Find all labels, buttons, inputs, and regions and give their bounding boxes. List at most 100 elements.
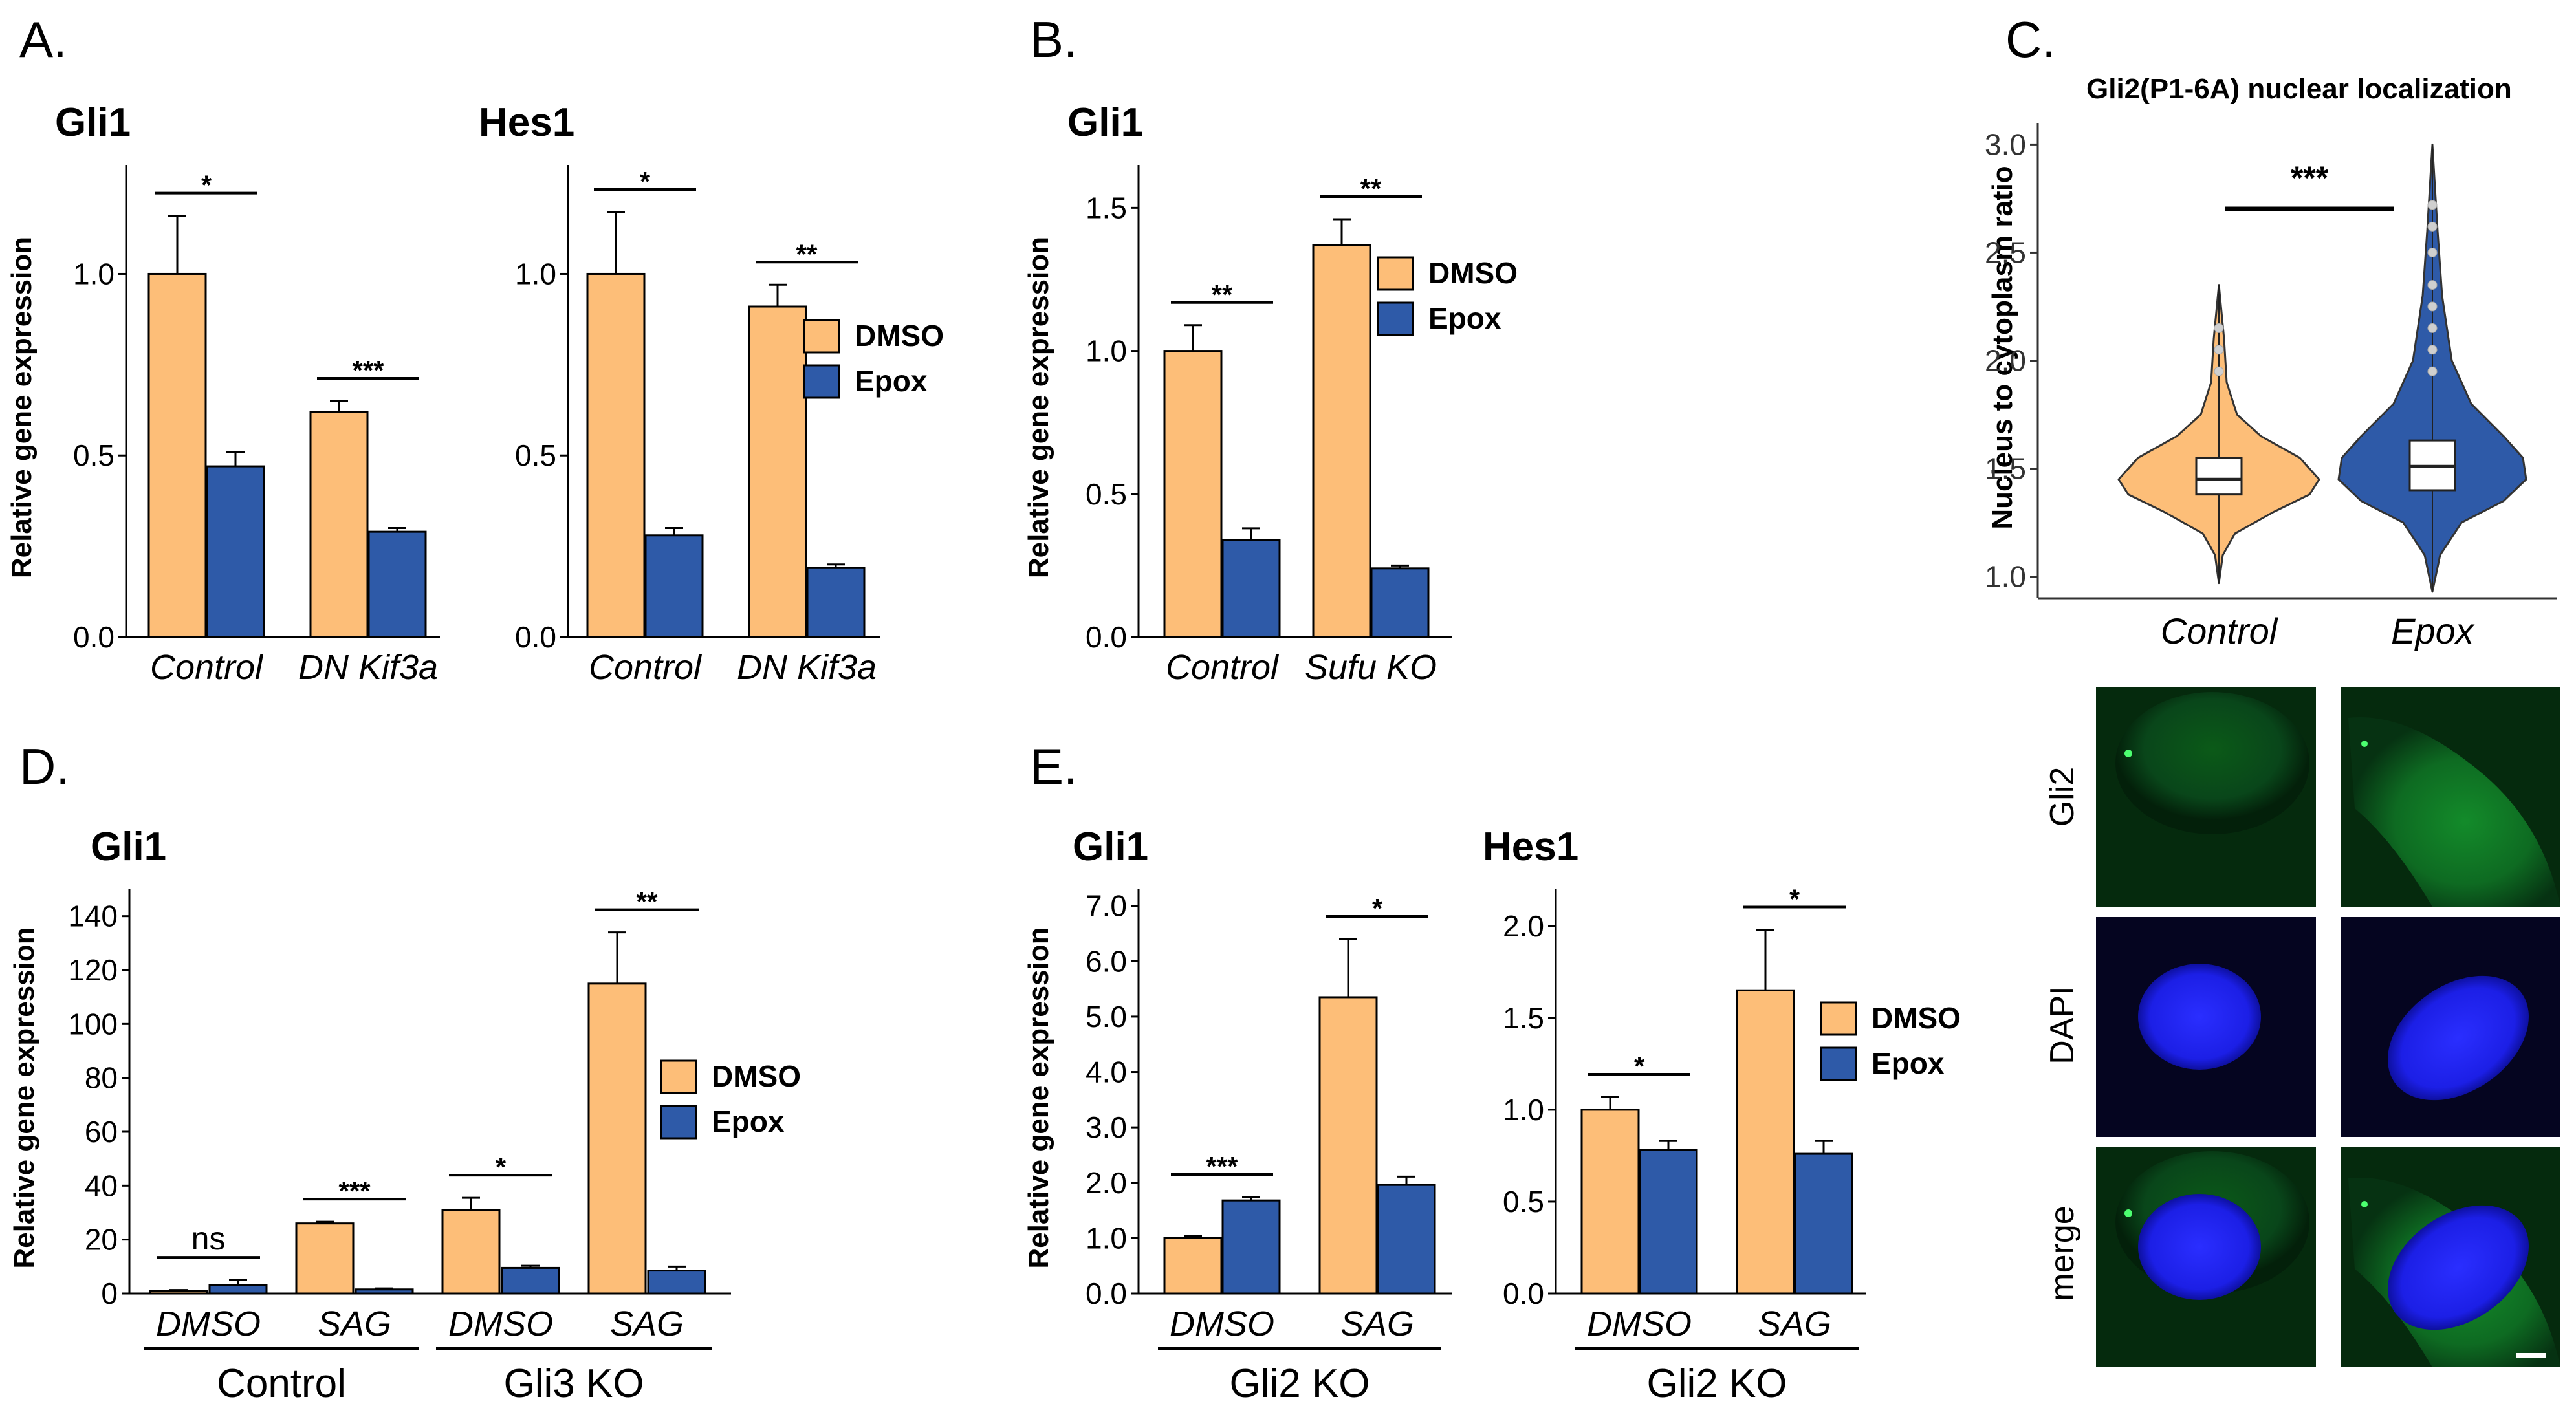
outlier-point	[2214, 366, 2224, 376]
legend-label-dmso: DMSO	[855, 319, 944, 352]
bar-dmso	[149, 1290, 208, 1295]
chart-c-violin: Gli2(P1-6A) nuclear localization Nucleus …	[1985, 73, 2557, 651]
y-tick-label: 3.0	[1086, 1110, 1127, 1144]
group-label: Gli3 KO	[503, 1361, 644, 1406]
bar-epox	[355, 1288, 414, 1295]
legend-swatch-dmso	[660, 1059, 697, 1094]
chart-title: Hes1	[1483, 825, 1578, 869]
micrograph-gli2-control	[2096, 687, 2316, 907]
y-tick-label: 2.5	[1985, 235, 2026, 269]
y-tick-label: 1.0	[1086, 1221, 1127, 1255]
micrograph-row-label-dapi: DAPI	[2044, 986, 2081, 1064]
significance-label: *	[201, 170, 212, 200]
bar-epox	[367, 530, 427, 638]
significance-label: *	[1372, 893, 1383, 924]
legend-label-epox: Epox	[1428, 301, 1501, 335]
x-tick-label: DN Kif3a	[737, 648, 877, 687]
y-tick-label: 0.0	[1086, 1277, 1127, 1310]
outlier-point	[2427, 323, 2438, 333]
x-tick-label: SAG	[1340, 1304, 1414, 1343]
legend-swatch-dmso	[1377, 256, 1414, 291]
bar-epox	[647, 1270, 706, 1295]
bar-dmso	[309, 411, 369, 638]
outlier-point	[2214, 323, 2224, 333]
chart-title: Gli1	[1073, 825, 1148, 869]
outlier-point	[2427, 247, 2438, 257]
y-tick-label: 140	[68, 900, 118, 933]
y-axis-label: Relative gene expression	[1023, 927, 1054, 1268]
micrograph-row-label-gli2: Gli2	[2044, 767, 2081, 827]
legend-label-epox: Epox	[855, 364, 928, 398]
x-tick-label: DMSO	[448, 1304, 553, 1343]
chart-title: Gli2(P1-6A) nuclear localization	[2086, 73, 2512, 105]
bar-epox	[1639, 1149, 1698, 1295]
chart-e-gli1: Gli1 Relative gene expression 0.0 1.0 2.0 3.0…	[1023, 825, 1452, 1406]
x-tick-label: DMSO	[1170, 1304, 1274, 1343]
group-label: Gli2 KO	[1229, 1361, 1370, 1406]
significance-label: ***	[1206, 1151, 1238, 1182]
significance-label: *	[1634, 1051, 1645, 1081]
bar-epox	[1221, 539, 1281, 638]
y-tick-label: 100	[68, 1007, 118, 1041]
bar-epox	[501, 1266, 560, 1295]
legend-label-epox: Epox	[712, 1105, 785, 1138]
y-tick-label: 0.5	[1086, 477, 1127, 511]
significance-label: ***	[352, 355, 384, 385]
outlier-point	[2427, 366, 2438, 376]
bar-epox	[806, 567, 866, 638]
y-tick-label: 0.0	[1503, 1277, 1544, 1310]
bar-dmso	[147, 272, 207, 638]
y-tick-label: 1.0	[1985, 560, 2026, 594]
y-tick-label: 0.0	[73, 620, 115, 654]
chart-b-gli1: Gli1 Relative gene expression 0.0 0.5 1.0 1.5…	[1023, 100, 1518, 687]
y-tick-label: 0.5	[515, 438, 556, 472]
legend-label-epox: Epox	[1872, 1046, 1945, 1080]
bar-dmso	[1318, 996, 1378, 1295]
y-tick-label: 1.5	[1985, 452, 2026, 486]
bar-epox	[1370, 567, 1430, 638]
outlier-point	[2427, 200, 2438, 210]
x-tick-label: Control	[1166, 648, 1280, 687]
chart-a-hes1: Hes1 0.0 0.5 1.0 Control * DN Kif3a ** DMSO Epox	[479, 100, 944, 687]
y-tick-label: 0.5	[73, 438, 115, 472]
group-label: Gli2 KO	[1646, 1361, 1787, 1406]
bar-dmso	[748, 305, 807, 638]
x-tick-label: SAG	[318, 1304, 391, 1343]
x-tick-label: DMSO	[156, 1304, 261, 1343]
chart-title: Gli1	[55, 100, 131, 145]
group-label: Control	[217, 1361, 346, 1406]
y-tick-label: 7.0	[1086, 889, 1127, 923]
x-tick-label: Control	[150, 648, 264, 687]
y-tick-label: 1.5	[1086, 191, 1127, 224]
x-tick-label: SAG	[1758, 1304, 1831, 1343]
y-tick-label: 80	[85, 1061, 118, 1095]
box-iqr	[2195, 457, 2243, 496]
panel-label-d: D.	[19, 738, 70, 795]
y-axis-label: Relative gene expression	[1023, 237, 1054, 578]
panel-label-c: C.	[2005, 11, 2056, 68]
legend-label-dmso: DMSO	[1872, 1001, 1961, 1035]
legend-label-dmso: DMSO	[1428, 256, 1518, 290]
legend-label-dmso: DMSO	[712, 1059, 801, 1093]
chart-e-hes1: Hes1 0.0 0.5 1.0 1.5 2.0 DMSO * SAG * DMSO Epox Gli2…	[1483, 825, 1961, 1406]
y-tick-label: 60	[85, 1115, 118, 1149]
legend-swatch-dmso	[1820, 1001, 1857, 1036]
y-tick-label: 4.0	[1086, 1055, 1127, 1089]
micrograph-dapi-epox	[2341, 917, 2560, 1137]
micrograph-dapi-control	[2096, 917, 2316, 1137]
y-tick-label: 3.0	[1985, 127, 2026, 161]
bar-dmso	[586, 272, 646, 638]
micrograph-gli2-epox	[2341, 687, 2560, 907]
chart-d-gli1: Gli1 Relative gene expression 0 20 40 60 80 100…	[8, 825, 801, 1406]
y-tick-label: 1.0	[1086, 334, 1127, 368]
bar-dmso	[587, 982, 647, 1295]
y-tick-label: 5.0	[1086, 1000, 1127, 1033]
significance-label: ***	[2291, 160, 2329, 196]
bar-dmso	[1163, 350, 1223, 638]
panel-label-b: B.	[1030, 11, 1078, 68]
outlier-point	[2427, 280, 2438, 290]
y-tick-label: 0.0	[1086, 620, 1127, 654]
y-tick-label: 120	[68, 953, 118, 987]
micrograph-merge-control	[2096, 1147, 2316, 1367]
